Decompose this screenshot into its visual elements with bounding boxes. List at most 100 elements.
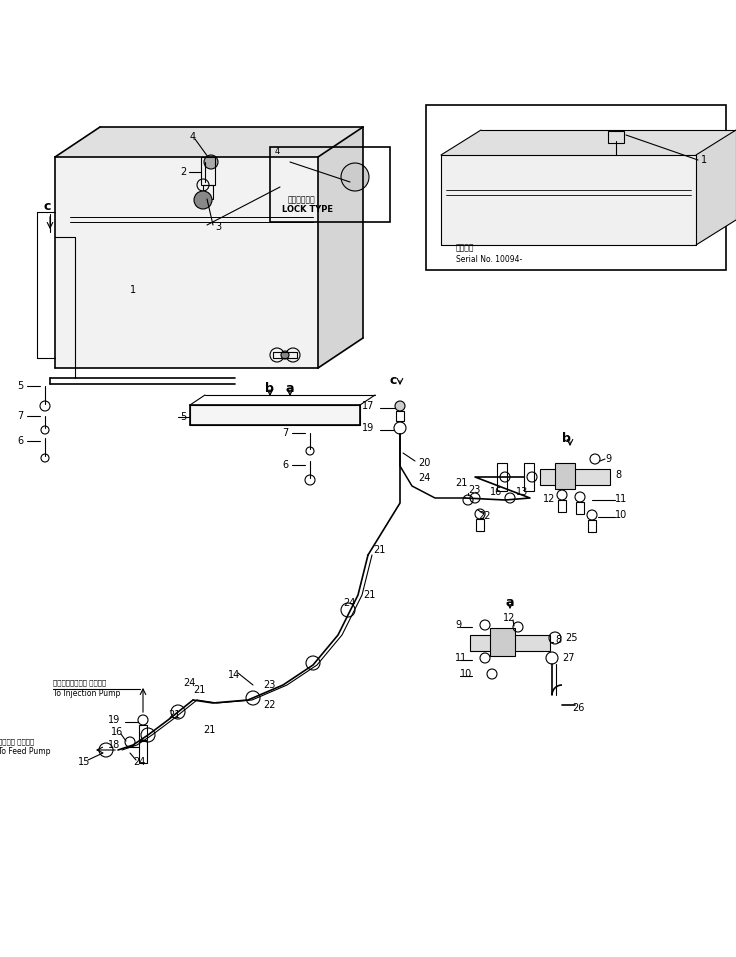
Text: 21: 21 (363, 590, 375, 600)
Polygon shape (318, 127, 363, 368)
Circle shape (281, 351, 289, 359)
Text: c: c (390, 373, 397, 387)
Text: 16: 16 (489, 487, 502, 497)
Text: 9: 9 (605, 454, 611, 464)
Circle shape (395, 401, 405, 411)
Circle shape (141, 728, 155, 742)
Bar (576, 502, 584, 514)
Bar (490, 628, 515, 656)
Text: 19: 19 (362, 423, 374, 433)
Text: 10: 10 (460, 669, 473, 679)
Text: 24: 24 (183, 678, 195, 688)
Text: 21: 21 (193, 685, 205, 695)
Text: フィード ポンプへ: フィード ポンプへ (0, 739, 35, 746)
Circle shape (341, 163, 369, 191)
Text: 6: 6 (282, 460, 288, 470)
Bar (426, 105, 726, 270)
Text: 21: 21 (168, 710, 180, 720)
Text: 11: 11 (455, 653, 467, 663)
Text: 14: 14 (228, 670, 240, 680)
Text: b: b (265, 383, 274, 395)
Text: 16: 16 (110, 727, 123, 737)
Text: a: a (285, 383, 294, 395)
Text: 13: 13 (516, 487, 528, 497)
Text: 22: 22 (263, 700, 275, 710)
Bar (555, 463, 575, 489)
Bar (524, 463, 534, 491)
Text: 1: 1 (130, 285, 136, 295)
Text: 適用号番: 適用号番 (456, 243, 475, 253)
Text: 5: 5 (17, 381, 24, 391)
Text: 2: 2 (180, 167, 186, 177)
Text: 22: 22 (478, 511, 490, 521)
Bar (203, 185, 213, 199)
Circle shape (505, 493, 515, 503)
Bar (190, 405, 360, 425)
Bar (497, 463, 507, 491)
Text: Serial No. 10094-: Serial No. 10094- (456, 255, 523, 263)
Bar (201, 157, 215, 185)
Text: ロックタイプ: ロックタイプ (288, 195, 316, 205)
Text: 23: 23 (263, 680, 275, 690)
Polygon shape (441, 155, 696, 245)
Bar (139, 725, 147, 740)
Text: 8: 8 (615, 470, 621, 480)
Bar (273, 352, 297, 358)
Text: インジェクション ポンプへ: インジェクション ポンプへ (53, 679, 106, 686)
Text: a: a (505, 595, 514, 609)
Text: 12: 12 (503, 613, 515, 623)
Text: 19: 19 (108, 715, 120, 725)
Bar (476, 519, 484, 531)
Text: To Injection Pump: To Injection Pump (53, 688, 121, 698)
Circle shape (204, 155, 218, 169)
Circle shape (470, 493, 480, 503)
Text: 10: 10 (615, 510, 627, 520)
Circle shape (194, 191, 212, 209)
Bar (608, 131, 624, 143)
Bar (270, 147, 390, 222)
Text: 5: 5 (180, 412, 186, 422)
Bar (540, 469, 610, 485)
Text: 15: 15 (78, 757, 91, 767)
Text: To Feed Pump: To Feed Pump (0, 747, 51, 756)
Text: 18: 18 (108, 740, 120, 750)
Text: 1: 1 (701, 155, 707, 165)
Polygon shape (441, 130, 736, 155)
Text: 17: 17 (362, 401, 375, 411)
Text: 3: 3 (215, 222, 221, 232)
Circle shape (246, 691, 260, 705)
Circle shape (171, 705, 185, 719)
Text: 24: 24 (418, 473, 431, 483)
Text: 7: 7 (17, 411, 24, 421)
Text: 21: 21 (373, 545, 386, 555)
Text: 4: 4 (275, 147, 280, 157)
Text: 21: 21 (203, 725, 216, 735)
Text: 23: 23 (468, 485, 481, 495)
Text: 24: 24 (133, 757, 146, 767)
Text: 27: 27 (562, 653, 575, 663)
Text: 25: 25 (565, 633, 578, 643)
Text: 4: 4 (190, 132, 196, 142)
Bar (139, 741, 147, 763)
Bar (396, 411, 404, 421)
Bar (558, 500, 566, 512)
Polygon shape (55, 127, 363, 157)
Polygon shape (55, 157, 318, 368)
Bar (588, 520, 596, 532)
Text: 7: 7 (282, 428, 289, 438)
Text: 6: 6 (17, 436, 23, 446)
Text: 21: 21 (455, 478, 467, 488)
Polygon shape (696, 130, 736, 245)
Text: 12: 12 (542, 494, 555, 504)
Text: 9: 9 (455, 620, 461, 630)
Circle shape (341, 603, 355, 617)
Text: b: b (562, 433, 571, 446)
Bar (470, 635, 550, 651)
Text: 26: 26 (572, 703, 584, 713)
Text: 24: 24 (343, 598, 355, 608)
Text: 11: 11 (615, 494, 627, 504)
Circle shape (306, 656, 320, 670)
Text: 20: 20 (418, 458, 431, 468)
Text: c: c (43, 201, 50, 213)
Text: LOCK TYPE: LOCK TYPE (282, 206, 333, 214)
